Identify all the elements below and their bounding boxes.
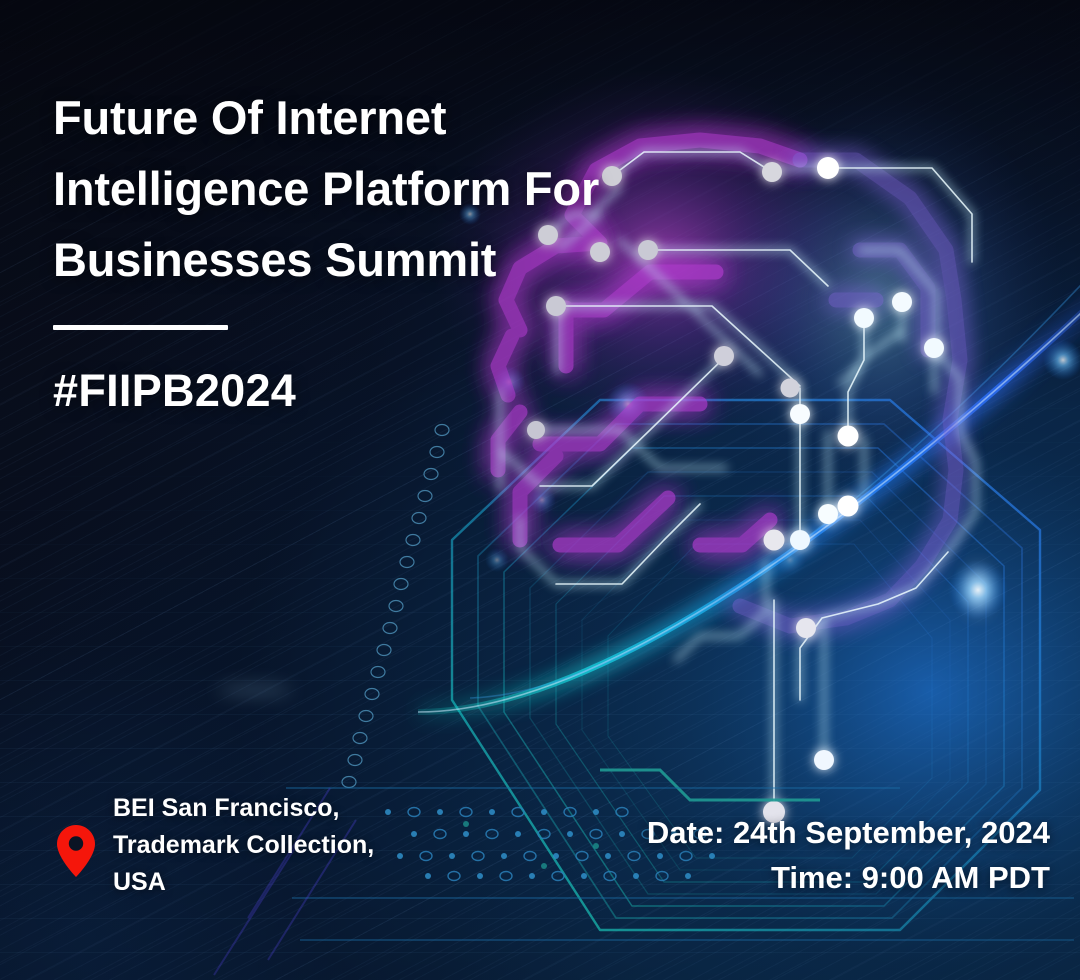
title-line-2: Intelligence Platform For [53,162,600,215]
venue-line-1: BEI San Francisco, [113,794,340,822]
title-divider [53,325,228,330]
venue-line-2: Trademark Collection, [113,831,375,859]
event-hashtag: #FIIPB2024 [53,365,297,416]
page-title: Future Of Internet Intelligence Platform… [53,82,753,295]
event-date: Date: 24th September, 2024 [646,815,1050,850]
venue-address: BEI San Francisco, Trademark Collection,… [113,790,374,901]
event-schedule: Date: 24th September, 2024 Time: 9:00 AM… [647,810,1050,900]
map-pin-icon [57,825,95,877]
venue-line-3: USA [113,868,166,896]
title-line-3: Businesses Summit [53,233,497,286]
event-time: Time: 9:00 AM PDT [770,860,1050,895]
title-line-1: Future Of Internet [53,91,447,144]
